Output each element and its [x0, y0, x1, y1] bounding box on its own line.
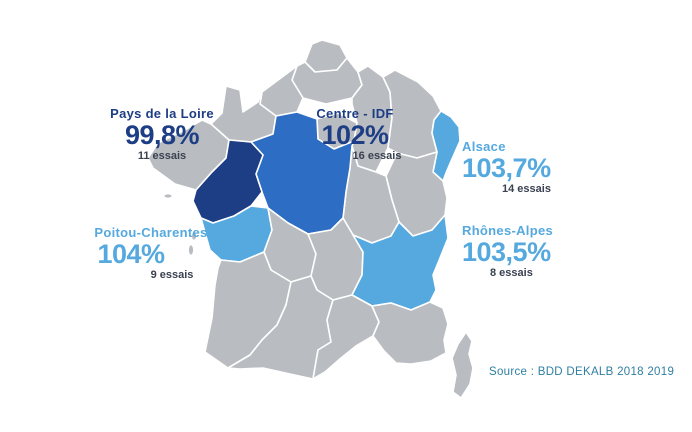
region-name: Alsace [462, 139, 506, 154]
region-paca [371, 301, 449, 365]
region-value: 103,7% [462, 153, 551, 183]
region-trials: 16 essais [352, 150, 402, 162]
region-value: 104% [97, 239, 165, 269]
region-trials: 8 essais [490, 267, 533, 279]
region-corse [451, 331, 474, 399]
island-oleron [188, 244, 194, 256]
region-name: Pays de la Loire [110, 106, 214, 121]
region-alsace [431, 110, 461, 182]
island-belle-ile [163, 193, 173, 199]
region-name: Centre - IDF [316, 106, 394, 121]
label-block-pays-de-la-loire: Pays de la Loire 99,8% 11 essais [78, 106, 246, 162]
region-value: 103,5% [462, 237, 551, 267]
label-block-centre-idf: Centre - IDF 102% 16 essais [286, 106, 424, 162]
region-value: 102% [321, 120, 389, 150]
region-trials: 14 essais [502, 183, 551, 195]
island-re [191, 231, 197, 241]
region-name: Poitou-Charentes [94, 225, 208, 240]
label-block-rhones-alpes: Rhônes-Alpes 103,5% 8 essais [462, 223, 612, 279]
region-trials: 9 essais [150, 269, 194, 281]
region-value: 99,8% [124, 120, 200, 150]
label-block-poitou-charentes: Poitou-Charentes 104% 9 essais [68, 225, 234, 281]
region-name: Rhônes-Alpes [462, 223, 554, 238]
label-block-alsace: Alsace 103,7% 14 essais [462, 139, 602, 195]
source-caption: Source : BDD DEKALB 2018 2019 [489, 366, 675, 378]
region-midi-pyrenees [227, 275, 334, 380]
region-centre [250, 111, 355, 235]
region-trials: 11 essais [137, 150, 187, 162]
